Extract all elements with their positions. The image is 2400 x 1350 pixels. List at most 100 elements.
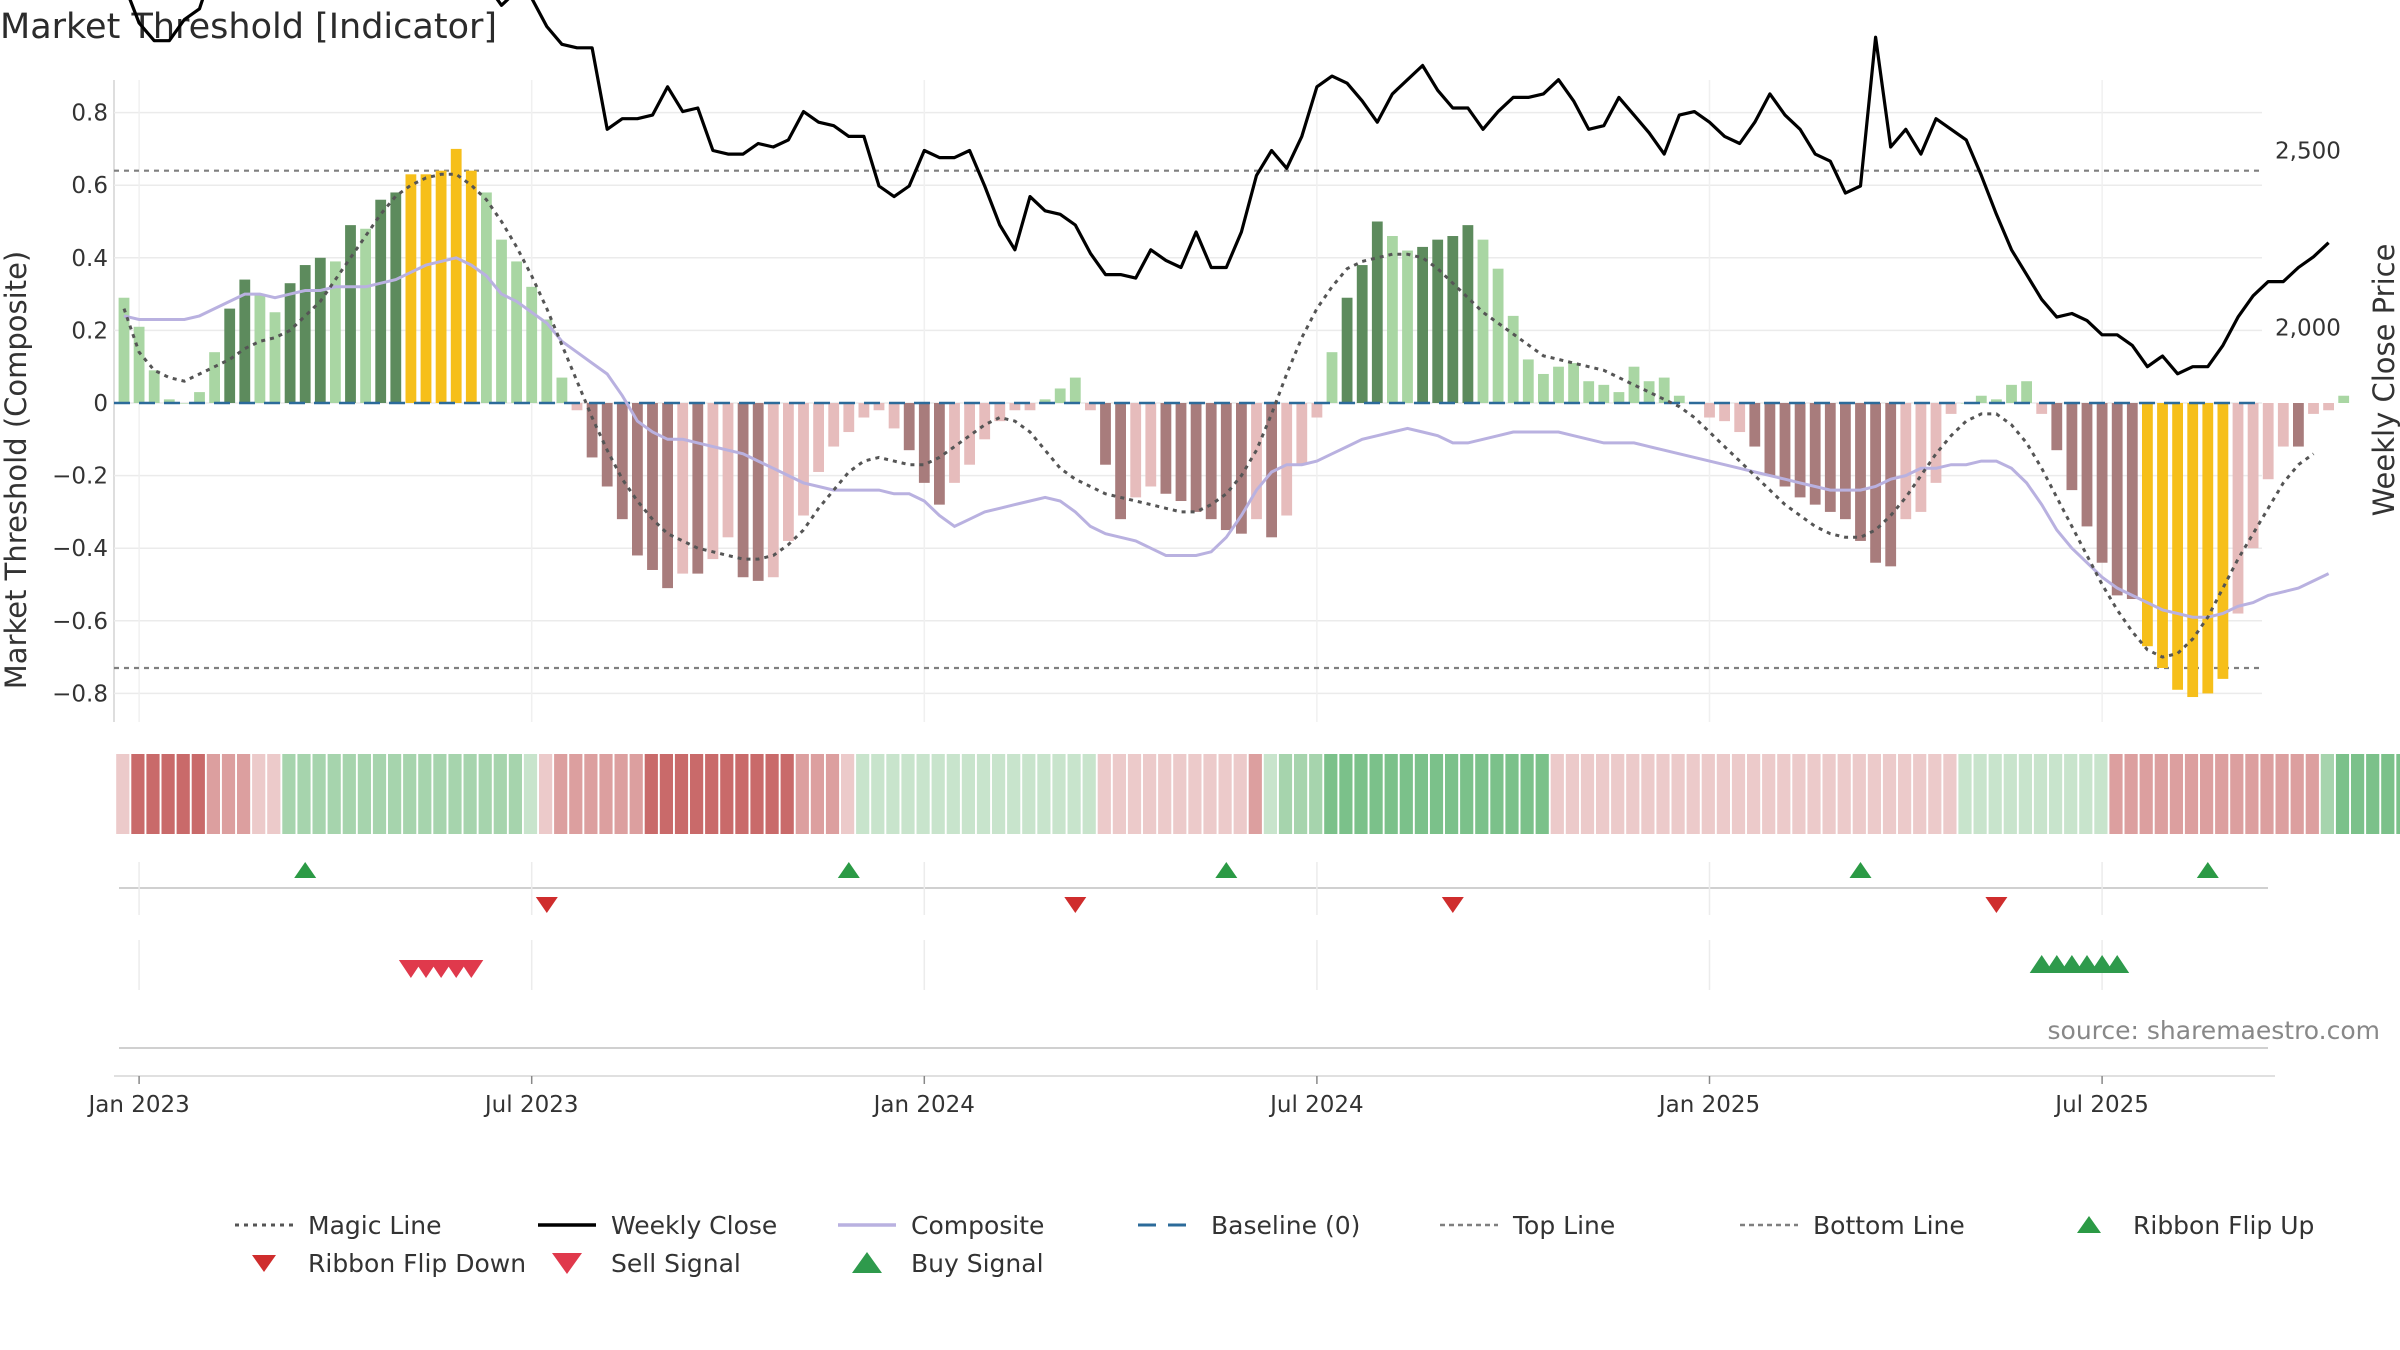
sell-signal-marker: [444, 960, 469, 978]
ribbon-cell: [1928, 754, 1942, 834]
legend-item: Buy Signal: [852, 1249, 1044, 1278]
x-tick-label: Jul 2023: [483, 1092, 579, 1118]
ribbon-cell: [810, 754, 824, 834]
legend-item: Sell Signal: [552, 1249, 741, 1278]
ribbon-cell: [841, 754, 855, 834]
ribbon-flip-down-marker: [535, 897, 558, 913]
composite-bar: [1749, 403, 1761, 447]
composite-bar: [1402, 250, 1413, 403]
buy-signal-marker: [2090, 955, 2115, 973]
ribbon-cell: [221, 754, 236, 834]
legend-item: Bottom Line: [1740, 1211, 1965, 1240]
composite-bar: [1085, 403, 1096, 411]
composite-bar: [1341, 297, 1353, 403]
ribbon-cell: [584, 754, 598, 834]
ribbon-cell: [1882, 754, 1897, 834]
ribbon-cell: [1913, 754, 1927, 834]
ribbon-cell: [1369, 754, 1383, 834]
y-axis-label: Market Threshold (Composite): [0, 251, 33, 689]
composite-bar: [420, 174, 432, 403]
composite-bar: [405, 174, 417, 403]
ribbon-cell: [539, 754, 553, 834]
legend-item: Baseline (0): [1138, 1211, 1360, 1240]
composite-bar: [2081, 403, 2093, 527]
composite-bar: [496, 239, 507, 403]
composite-bar: [616, 403, 628, 520]
composite-bar: [601, 403, 613, 487]
ribbon-cell: [1973, 754, 1987, 834]
legend-swatch: [252, 1255, 276, 1272]
ribbon-cell: [2381, 754, 2395, 834]
composite-bar: [2323, 403, 2334, 411]
composite-bar: [345, 225, 356, 403]
ribbon-cell: [1490, 754, 1504, 834]
composite-bar: [964, 403, 975, 465]
composite-bar: [1281, 403, 1293, 516]
composite-bar: [1492, 268, 1504, 403]
composite-bar: [2308, 403, 2319, 414]
composite-bar: [511, 261, 522, 403]
composite-bar: [934, 403, 945, 505]
composite-bar: [1417, 246, 1428, 403]
ribbon-cell: [206, 754, 220, 834]
ribbon-cell: [1354, 754, 1368, 834]
composite-bar: [1734, 403, 1746, 433]
composite-bar: [1311, 403, 1323, 418]
composite-bar: [284, 283, 296, 403]
ribbon-cell: [1762, 754, 1776, 834]
composite-bar: [2262, 403, 2274, 480]
composite-bar: [828, 403, 840, 447]
ribbon-cell: [1535, 754, 1549, 834]
composite-bar: [1507, 315, 1519, 403]
composite-bar: [2066, 403, 2078, 491]
ribbon-cell: [357, 754, 371, 834]
composite-bar: [1115, 403, 1126, 520]
ribbon-cell: [2154, 754, 2168, 834]
ribbon-cell: [1716, 754, 1730, 834]
ribbon-cell: [1158, 754, 1172, 834]
buy-signal-marker: [2075, 955, 2099, 973]
composite-bar: [2096, 403, 2108, 563]
ribbon-cell: [1852, 754, 1866, 834]
sell-signal-marker: [398, 960, 423, 978]
ribbon-cell: [992, 754, 1006, 834]
sell-signal-marker: [429, 960, 454, 978]
x-tick-label: Jan 2023: [86, 1092, 189, 1118]
ribbon-cell: [2003, 754, 2017, 834]
ribbon-cell: [176, 754, 190, 834]
sell-signal-marker: [459, 960, 484, 978]
ribbon-cell: [1626, 754, 1640, 834]
y-tick-label: 0.6: [71, 173, 108, 199]
legend-label: Baseline (0): [1211, 1211, 1360, 1240]
legend-item: Magic Line: [235, 1211, 442, 1240]
composite-bar: [2172, 403, 2183, 690]
ribbon-cell: [1596, 754, 1610, 834]
ribbon-cell: [2184, 754, 2199, 834]
composite-bar: [1522, 359, 1534, 403]
ribbon-cell: [1324, 754, 1338, 834]
composite-bar: [360, 228, 371, 403]
chart-title: Market Threshold [Indicator]: [0, 7, 497, 47]
ribbon-cell: [1248, 754, 1262, 834]
ribbon-cell: [1278, 754, 1293, 834]
composite-bar: [1975, 395, 1987, 403]
ribbon-cell: [2124, 754, 2138, 834]
ribbon-cell: [1565, 754, 1579, 834]
series-lines: [114, 0, 2330, 659]
ribbon-cell: [886, 754, 900, 834]
ribbon-cell: [1475, 754, 1489, 834]
ribbon-cell: [2230, 754, 2244, 834]
composite-bar: [1387, 236, 1398, 403]
ribbon-cell: [765, 754, 779, 834]
ribbon-cell: [750, 754, 764, 834]
ribbon-cell: [523, 754, 538, 834]
composite-bar: [1900, 403, 1912, 520]
composite-bar: [1991, 399, 2002, 403]
ribbon-cell: [1460, 754, 1474, 834]
composite-bar: [994, 403, 1006, 422]
ribbon-cell: [448, 754, 462, 834]
x-tick-label: Jan 2025: [1657, 1092, 1760, 1118]
ribbon-cell: [2260, 754, 2274, 834]
composite-bar: [2247, 403, 2259, 549]
ribbon-cell: [388, 754, 402, 834]
